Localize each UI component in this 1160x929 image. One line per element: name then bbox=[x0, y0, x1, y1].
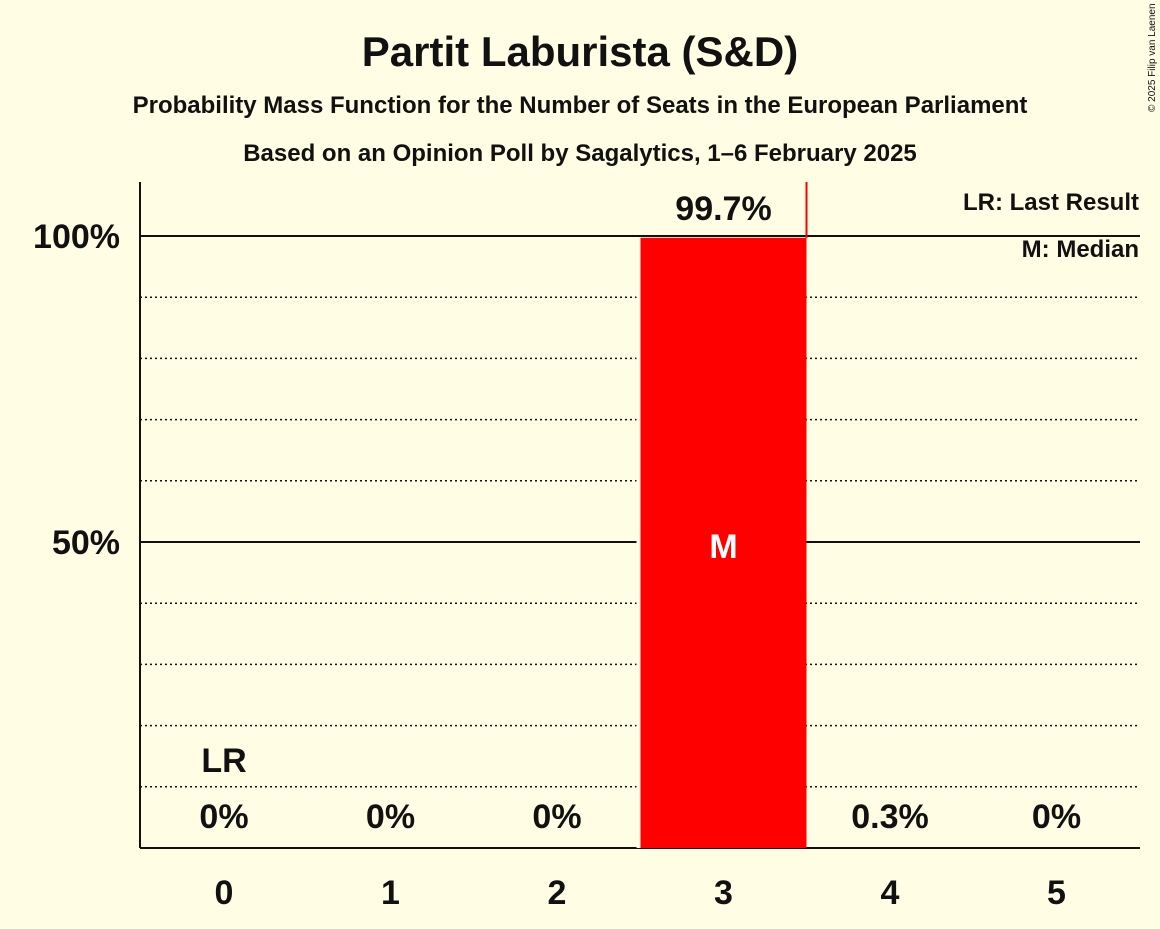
x-tick-label: 2 bbox=[548, 874, 567, 912]
x-tick-label: 3 bbox=[714, 874, 733, 912]
bar-gap-left bbox=[636, 241, 641, 848]
chart-subtitle-2: Based on an Opinion Poll by Sagalytics, … bbox=[243, 140, 917, 167]
last-result-marker: LR bbox=[201, 742, 246, 780]
value-label: 0% bbox=[199, 798, 248, 836]
value-label: 99.7% bbox=[675, 190, 771, 228]
y-tick-label: 100% bbox=[33, 218, 120, 256]
x-tick-label: 1 bbox=[381, 874, 400, 912]
value-label: 0% bbox=[532, 798, 581, 836]
chart-subtitle: Probability Mass Function for the Number… bbox=[133, 92, 1028, 119]
x-tick-label: 5 bbox=[1047, 874, 1066, 912]
bar bbox=[640, 237, 807, 848]
median-marker: M bbox=[709, 528, 737, 566]
chart-title: Partit Laburista (S&D) bbox=[362, 28, 798, 75]
value-label: 0.3% bbox=[851, 798, 929, 836]
copyright: © 2025 Filip van Laenen bbox=[1147, 3, 1158, 112]
value-label: 0% bbox=[1032, 798, 1081, 836]
x-tick-label: 0 bbox=[215, 874, 234, 912]
value-label: 0% bbox=[366, 798, 415, 836]
x-tick-label: 4 bbox=[881, 874, 900, 912]
y-tick-label: 50% bbox=[52, 524, 120, 562]
legend-median: M: Median bbox=[1022, 236, 1139, 263]
legend-last-result: LR: Last Result bbox=[963, 189, 1139, 216]
